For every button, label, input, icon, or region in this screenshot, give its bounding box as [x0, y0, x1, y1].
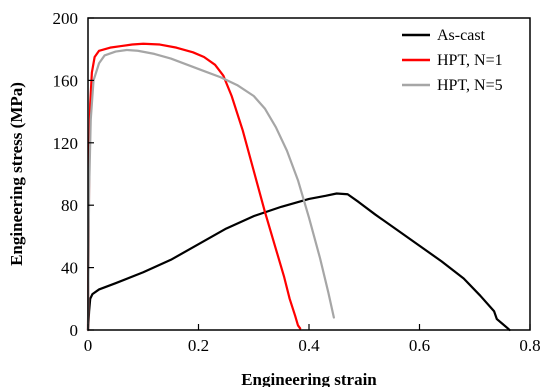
y-tick-label: 0: [70, 321, 79, 340]
x-tick-label: 0.8: [519, 336, 540, 355]
legend-label-hpt-n-1: HPT, N=1: [437, 52, 503, 69]
y-tick-label: 120: [53, 134, 79, 153]
series-layer: [86, 42, 511, 332]
x-axis-label: Engineering strain: [241, 370, 377, 387]
legend: As-cast HPT, N=1 HPT, N=5: [402, 27, 503, 94]
x-tick-label: 0.6: [409, 336, 430, 355]
x-tick-label: 0: [84, 336, 93, 355]
x-tick-label: 0.4: [298, 336, 320, 355]
y-tick-label: 160: [53, 71, 79, 90]
x-tick-label: 0.2: [188, 336, 209, 355]
legend-label-hpt-n-5: HPT, N=5: [437, 77, 503, 94]
y-tick-label: 80: [61, 196, 78, 215]
y-tick-label: 200: [53, 9, 79, 28]
legend-label-as-cast: As-cast: [437, 27, 486, 44]
y-axis-label: Engineering stress (MPa): [7, 82, 26, 266]
y-tick-label: 40: [61, 259, 78, 278]
series-line-as-cast: [86, 192, 511, 332]
series-line-hpt-n-1: [86, 42, 302, 332]
series-line-hpt-n-5: [86, 48, 335, 332]
ticks-layer: 0 0.2 0.4 0.6 0.8 0 40 80 120 160 200: [53, 9, 541, 355]
